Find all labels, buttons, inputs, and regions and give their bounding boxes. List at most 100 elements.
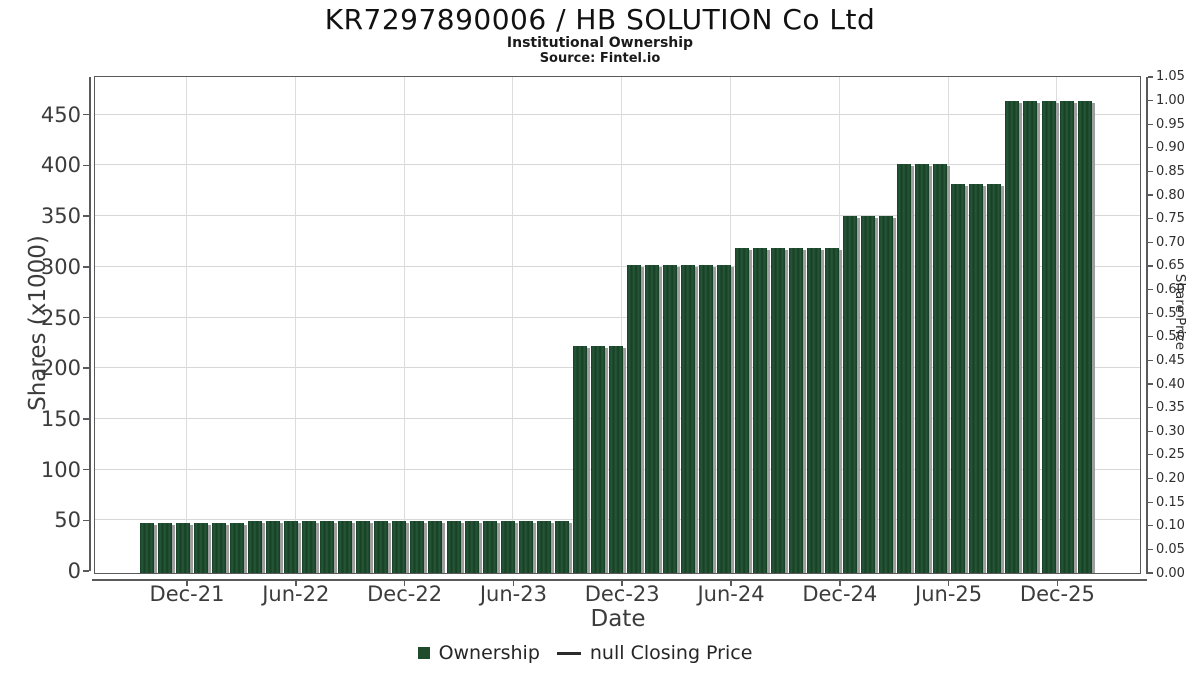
x-axis-spine-bottom xyxy=(92,579,1147,581)
ownership-bar xyxy=(482,521,497,573)
ownership-bar xyxy=(753,247,768,573)
y-tick-mark-right xyxy=(1147,265,1153,267)
ownership-bar xyxy=(1041,100,1056,573)
ownership-bar xyxy=(140,523,154,573)
y-tick-label-left: 100 xyxy=(40,457,81,482)
y-tick-label-right: 0.10 xyxy=(1156,518,1185,534)
y-tick-label-left: 300 xyxy=(40,254,81,279)
y-tick-mark-right xyxy=(1147,100,1153,102)
ownership-bar xyxy=(320,521,335,573)
ownership-bar xyxy=(572,345,587,573)
x-tick-mark xyxy=(295,580,297,586)
y-tick-mark-right xyxy=(1147,454,1153,456)
y-tick-mark-right xyxy=(1147,241,1153,243)
y-tick-mark-right xyxy=(1147,218,1153,220)
gridline-horizontal xyxy=(95,316,1140,318)
ownership-bar xyxy=(698,264,713,573)
y-tick-label-right: 0.00 xyxy=(1156,565,1185,581)
ownership-bar xyxy=(284,521,299,573)
ownership-bar xyxy=(807,247,822,573)
x-tick-label: Dec-25 xyxy=(1019,582,1095,606)
y-tick-mark-left xyxy=(83,418,89,420)
x-tick-label: Dec-23 xyxy=(584,582,660,606)
gridline-vertical xyxy=(1056,77,1058,573)
y-tick-mark-right xyxy=(1147,170,1153,173)
plot-area xyxy=(94,76,1141,574)
y-tick-label-left: 450 xyxy=(40,102,81,127)
y-tick-mark-left xyxy=(83,316,89,319)
ownership-bar xyxy=(987,183,1002,573)
ownership-bar xyxy=(771,247,786,573)
gridline-vertical xyxy=(403,77,405,573)
legend-closing-price-label: null Closing Price xyxy=(589,642,753,664)
ownership-bar xyxy=(554,521,569,573)
ownership-bar xyxy=(194,523,209,573)
y-tick-mark-right xyxy=(1147,194,1153,196)
y-tick-mark-left xyxy=(83,215,89,217)
y-tick-label-right: 0.15 xyxy=(1156,494,1185,510)
ownership-bar xyxy=(969,183,984,573)
y-tick-label-left: 150 xyxy=(40,406,81,431)
gridline-vertical xyxy=(186,77,187,573)
y-tick-label-right: 0.25 xyxy=(1156,447,1185,463)
ownership-bar xyxy=(897,164,912,573)
y-tick-label-right: 0.60 xyxy=(1156,282,1185,298)
ownership-bar xyxy=(338,521,353,573)
ownership-bar xyxy=(518,521,533,573)
ownership-bar xyxy=(951,183,966,573)
y-tick-mark-left xyxy=(83,570,89,572)
y-tick-label-right: 0.65 xyxy=(1156,258,1185,274)
ownership-bar xyxy=(1077,100,1092,573)
x-tick-mark xyxy=(730,580,732,586)
y-tick-label-right: 0.35 xyxy=(1156,400,1185,416)
y-tick-label-left: 200 xyxy=(40,356,81,381)
y-tick-mark-left xyxy=(83,468,89,471)
ownership-bar xyxy=(500,521,515,573)
ownership-bar xyxy=(266,521,281,573)
y-tick-mark-left xyxy=(83,164,89,167)
x-tick-label: Jun-22 xyxy=(262,582,330,606)
y-tick-mark-right xyxy=(1147,477,1153,480)
ownership-bar xyxy=(464,521,479,573)
y-tick-label-left: 350 xyxy=(40,204,81,229)
ownership-bar xyxy=(1005,100,1020,573)
gridline-horizontal xyxy=(95,164,1140,166)
ownership-bar xyxy=(716,264,731,573)
y-axis-spine-left xyxy=(89,77,91,571)
ownership-bar xyxy=(915,164,930,573)
x-tick-mark xyxy=(1056,580,1059,586)
ownership-bar xyxy=(861,216,876,573)
ownership-bar xyxy=(608,345,623,573)
x-tick-label: Jun-25 xyxy=(915,582,983,606)
y-tick-mark-left xyxy=(83,367,89,369)
y-tick-label-left: 250 xyxy=(40,305,81,330)
y-tick-mark-right xyxy=(1147,288,1153,291)
x-tick-mark xyxy=(186,580,188,586)
ownership-bar xyxy=(536,521,551,573)
y-axis-spine-right xyxy=(1146,77,1148,574)
y-tick-mark-right xyxy=(1147,407,1153,409)
ownership-bar xyxy=(843,216,858,573)
x-tick-label: Dec-24 xyxy=(802,582,878,606)
ownership-bar xyxy=(879,216,894,573)
x-tick-mark xyxy=(621,580,623,586)
y-tick-label-right: 0.50 xyxy=(1156,329,1185,345)
y-tick-mark-left xyxy=(83,113,89,116)
gridline-horizontal xyxy=(95,113,1140,115)
y-tick-label-left: 400 xyxy=(40,153,81,178)
y-tick-label-right: 0.90 xyxy=(1156,140,1185,156)
y-tick-mark-right xyxy=(1147,76,1153,78)
chart-source: Source: Fintel.io xyxy=(539,51,661,66)
ownership-bar xyxy=(428,521,443,573)
y-tick-mark-right xyxy=(1147,359,1153,361)
y-tick-mark-right xyxy=(1147,525,1153,527)
gridline-vertical xyxy=(621,77,623,573)
legend-closing-price-line-icon xyxy=(556,651,581,655)
ownership-bar xyxy=(410,521,425,573)
y-tick-mark-right xyxy=(1147,430,1153,432)
ownership-bar xyxy=(446,521,461,573)
gridline-vertical xyxy=(294,77,296,573)
ownership-bar xyxy=(680,264,695,573)
x-tick-label: Dec-21 xyxy=(149,582,225,606)
